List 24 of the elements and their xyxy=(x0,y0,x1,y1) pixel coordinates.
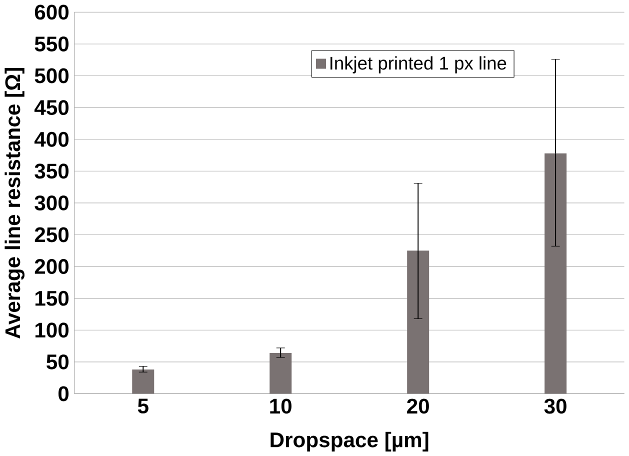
y-tick-label: 150 xyxy=(35,290,69,306)
bar xyxy=(544,153,567,394)
y-tick-label: 500 xyxy=(34,68,69,84)
y-tick-label: 600 xyxy=(34,4,69,20)
y-tick-label: 450 xyxy=(34,100,69,115)
y-tick-label: 100 xyxy=(35,322,69,338)
bar xyxy=(132,369,154,394)
x-tick-label: 30 xyxy=(544,398,566,414)
bar xyxy=(407,250,430,394)
y-tick-label: 0 xyxy=(58,386,69,402)
x-tick-label: 10 xyxy=(270,398,292,414)
y-tick-label: 300 xyxy=(34,195,69,210)
y-tick-label: 200 xyxy=(34,258,69,274)
bar xyxy=(270,352,292,394)
y-tick-label: 350 xyxy=(34,164,69,179)
y-tick-label: 550 xyxy=(34,36,69,52)
y-tick-label: 50 xyxy=(46,354,69,370)
y-tick-label: 250 xyxy=(34,227,69,242)
x-axis-title: Dropspace [µm] xyxy=(270,432,428,452)
legend-label: Inkjet printed 1 px line xyxy=(330,56,506,74)
y-axis-title: Average line resistance [Ω] xyxy=(4,68,24,338)
y-tick-label: 400 xyxy=(34,132,69,147)
x-tick-label: 5 xyxy=(138,398,148,414)
x-tick-label: 20 xyxy=(407,398,429,414)
